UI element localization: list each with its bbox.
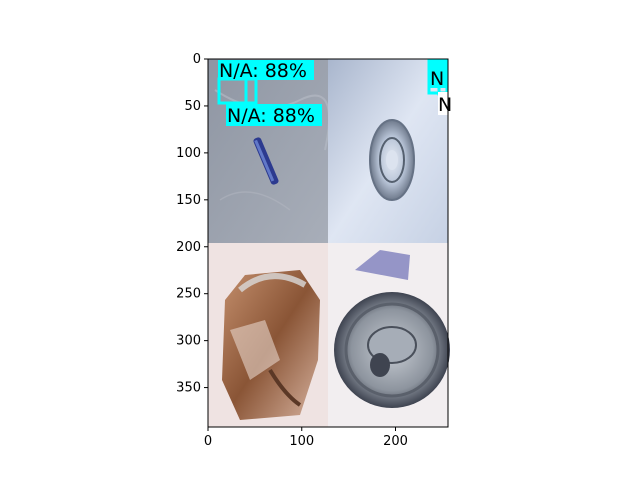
panel-pen	[208, 59, 331, 243]
panel-crushed-aluminum-can	[328, 243, 450, 427]
y-tick-label: 50	[184, 99, 201, 114]
detection-labels: N/A: 88% N/A: 88% N N	[218, 60, 452, 127]
x-tick-label: 100	[289, 434, 314, 449]
y-tick-label: 250	[176, 287, 201, 302]
x-tick-label: 0	[204, 434, 212, 449]
panel-crushed-copper-can	[208, 243, 328, 427]
x-tick-label: 200	[383, 434, 408, 449]
y-tick-label: 0	[193, 52, 201, 67]
y-tick-label: 100	[176, 146, 201, 161]
pen-object	[253, 137, 279, 185]
y-tick-label: 200	[176, 240, 201, 255]
y-tick-label: 150	[176, 193, 201, 208]
x-axis: 0 100 200	[204, 427, 408, 449]
y-tick-label: 350	[176, 381, 201, 396]
detection-label: N	[430, 68, 444, 90]
image-mosaic	[208, 59, 450, 427]
detection-label: N/A: 88%	[219, 60, 307, 82]
detection-label: N/A: 88%	[227, 105, 315, 127]
y-axis: 0 50 100 150 200 250 300 350	[176, 52, 208, 396]
detection-label: N	[438, 94, 452, 116]
axes-frame	[207, 58, 449, 428]
y-tick-label: 300	[176, 334, 201, 349]
